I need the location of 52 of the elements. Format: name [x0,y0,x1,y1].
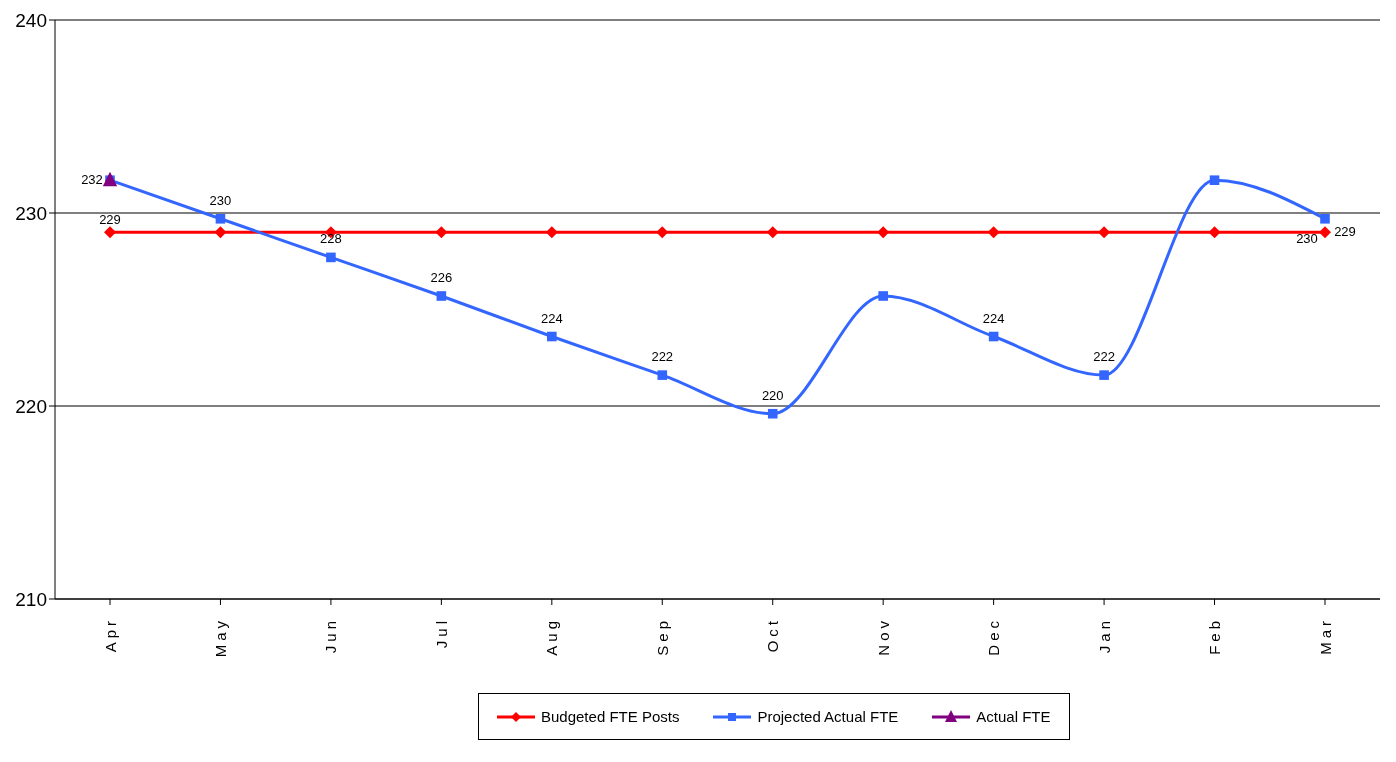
y-tick-label: 210 [15,588,47,610]
data-label: 224 [982,310,1005,326]
data-label: 222 [1093,349,1115,365]
data-label: 229 [1334,224,1356,240]
x-tick-label: Aug [543,617,561,656]
point [1099,370,1109,380]
x-tick-label: Dec [985,617,1003,656]
y-tick-label: 220 [15,395,47,417]
x-tick-label: Apr [101,617,119,653]
data-label: 224 [540,310,563,326]
point [766,226,779,239]
point [1320,213,1330,224]
x-tick-label: Jun [322,617,340,654]
legend-label: Budgeted FTE Posts [541,708,680,725]
data-label: 229 [99,212,121,228]
point [987,226,1000,239]
point [215,213,226,224]
x-tick-label: Jan [1095,617,1113,654]
data-label: 222 [651,349,674,365]
data-label: 230 [209,192,232,208]
point [326,252,336,263]
point [435,226,448,239]
x-tick-label: Feb [1206,617,1224,655]
data-label: 230 [1296,230,1318,246]
x-tick-label: Jul [432,617,450,649]
point [657,370,668,380]
point [547,331,557,342]
x-tick-label: May [211,617,229,658]
point [1209,175,1220,185]
point [656,226,669,239]
point [214,226,227,239]
y-tick-label: 240 [15,9,47,31]
point [877,226,890,239]
legend-label: Projected Actual FTE [757,708,899,725]
x-tick-label: Mar [1316,617,1334,655]
point [878,291,888,301]
legend-label: Actual FTE [976,708,1051,725]
point [1319,226,1331,239]
point [1208,226,1221,239]
data-label: 220 [761,387,784,403]
data-label: 228 [320,231,342,247]
x-tick-label: Nov [874,617,892,656]
x-tick-label: Oct [764,617,782,653]
point [767,408,778,419]
point [436,291,447,301]
data-label: 226 [430,269,453,285]
point [104,226,116,239]
point [102,171,118,187]
data-label: 232 [81,172,103,188]
y-tick-label: 230 [15,202,47,224]
x-tick-label: Sep [653,617,671,656]
point [545,226,558,239]
